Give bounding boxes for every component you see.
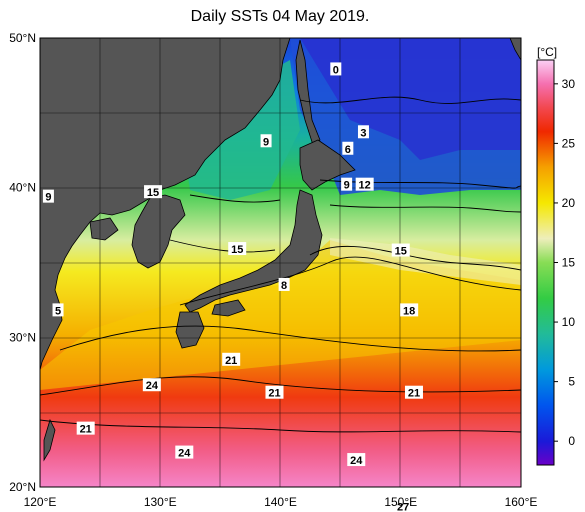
contour-value-label: 8 <box>278 277 290 292</box>
lon-tick-label: 130°E <box>144 495 177 509</box>
map-frame <box>39 37 522 488</box>
colorbar: [°C] 0 5 10 15 20 25 30 <box>536 45 576 466</box>
contour-value-label: 3 <box>357 125 369 139</box>
contour-value-label: 27 <box>394 499 413 512</box>
contour-value-label: 15 <box>228 242 247 256</box>
svg-text:27: 27 <box>397 501 409 512</box>
svg-text:21: 21 <box>80 424 92 436</box>
svg-text:15: 15 <box>231 244 243 256</box>
contour-value-label: 24 <box>175 445 194 460</box>
svg-text:6: 6 <box>345 144 351 156</box>
svg-text:9: 9 <box>45 192 51 204</box>
contour-value-label: 18 <box>400 303 419 317</box>
svg-text:8: 8 <box>281 280 287 292</box>
lon-tick-label: 140°E <box>264 495 297 509</box>
svg-text:24: 24 <box>146 380 159 392</box>
contour-value-label: 0 <box>330 62 342 76</box>
colorbar-scale <box>536 59 555 466</box>
colorbar-tick-label: 5 <box>568 375 575 389</box>
lon-tick-label: 160°E <box>505 495 538 509</box>
contour-value-label: 24 <box>347 453 366 467</box>
contour-value-label: 21 <box>404 385 423 400</box>
lon-tick-label: 150°E <box>384 495 417 509</box>
svg-text:21: 21 <box>408 388 420 400</box>
lat-tick-label: 50°N <box>9 31 36 45</box>
contour-value-label: 21 <box>222 352 241 367</box>
svg-text:15: 15 <box>147 187 159 199</box>
svg-text:21: 21 <box>225 355 237 367</box>
contour-value-label: 15 <box>391 243 410 258</box>
svg-text:15: 15 <box>395 246 407 258</box>
contour-value-label: 21 <box>265 385 284 400</box>
colorbar-tick-label: 30 <box>562 77 576 91</box>
colorbar-unit: [°C] <box>537 45 557 59</box>
lat-tick-label: 20°N <box>9 480 36 494</box>
lat-tick-label: 30°N <box>9 330 36 344</box>
svg-text:12: 12 <box>359 180 371 192</box>
contour-value-label: 15 <box>144 185 163 199</box>
contour-value-label: 12 <box>355 177 374 192</box>
contour-value-label: 9 <box>42 189 54 204</box>
colorbar-tick-label: 20 <box>562 196 576 210</box>
graticule <box>40 38 521 487</box>
svg-text:24: 24 <box>178 448 191 460</box>
contour-labels: 03699912151515581821212121242424272727 <box>42 62 423 512</box>
contour-value-label: 9 <box>260 134 272 148</box>
axis-labels: 120°E 130°E 140°E 150°E 160°E 20°N 30°N 40°N 50°… <box>9 31 537 509</box>
svg-text:5: 5 <box>55 305 61 317</box>
svg-text:3: 3 <box>360 127 366 139</box>
colorbar-tick-label: 0 <box>568 434 575 448</box>
contour-value-label: 9 <box>341 177 353 192</box>
map-title: Daily SSTs 04 May 2019. <box>190 8 370 25</box>
svg-text:24: 24 <box>350 455 363 467</box>
svg-text:9: 9 <box>263 136 269 148</box>
colorbar-tick-label: 25 <box>562 136 576 150</box>
contour-value-label: 6 <box>342 141 354 156</box>
svg-text:21: 21 <box>268 388 280 400</box>
colorbar-tick-label: 10 <box>562 315 576 329</box>
contour-value-label: 24 <box>142 378 161 392</box>
contour-value-label: 5 <box>52 303 64 317</box>
lon-tick-label: 120°E <box>24 495 57 509</box>
svg-text:0: 0 <box>333 64 339 76</box>
svg-text:18: 18 <box>403 305 415 317</box>
lat-tick-label: 40°N <box>9 181 36 195</box>
svg-text:9: 9 <box>344 180 350 192</box>
contour-value-label: 21 <box>76 421 95 436</box>
colorbar-tick-label: 15 <box>562 256 576 270</box>
